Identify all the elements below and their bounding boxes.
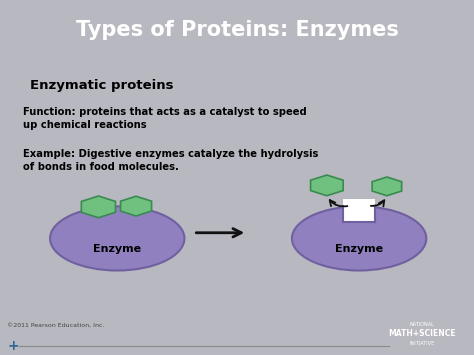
Bar (343, 199, 375, 222)
Ellipse shape (50, 206, 184, 271)
Polygon shape (310, 175, 343, 196)
Text: Enzymatic proteins: Enzymatic proteins (30, 78, 173, 92)
Polygon shape (82, 196, 116, 218)
Text: ©2011 Pearson Education, Inc.: ©2011 Pearson Education, Inc. (7, 323, 105, 328)
Polygon shape (372, 177, 401, 196)
Text: NATIONAL: NATIONAL (410, 322, 434, 327)
Text: Types of Proteins: Enzymes: Types of Proteins: Enzymes (75, 21, 399, 40)
Text: MATH+SCIENCE: MATH+SCIENCE (388, 329, 456, 338)
Text: Enzyme: Enzyme (335, 244, 383, 254)
Ellipse shape (292, 206, 426, 271)
Polygon shape (120, 196, 152, 216)
Text: Function: proteins that acts as a catalyst to speed
up chemical reactions: Function: proteins that acts as a cataly… (23, 107, 307, 130)
Text: +: + (7, 339, 19, 353)
Text: Enzyme: Enzyme (93, 244, 141, 254)
Text: INITIATIVE: INITIATIVE (409, 342, 435, 346)
Text: Example: Digestive enzymes catalyze the hydrolysis
of bonds in food molecules.: Example: Digestive enzymes catalyze the … (23, 149, 319, 172)
